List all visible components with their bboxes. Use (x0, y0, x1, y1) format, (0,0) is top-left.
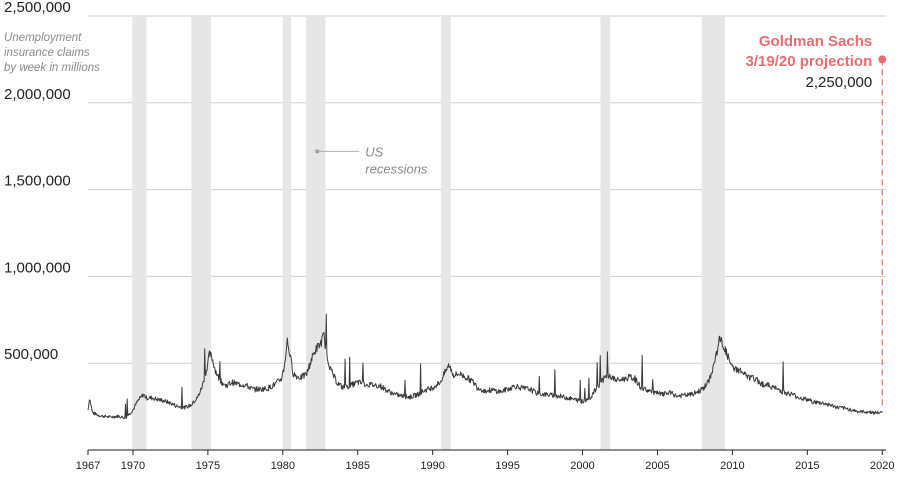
x-tick-label: 1980 (271, 460, 295, 472)
x-tick-label: 2005 (645, 460, 669, 472)
projection-label: 3/19/20 projection (746, 53, 873, 70)
recession-band (132, 16, 147, 450)
gridlines (88, 15, 886, 364)
y-axis-note-line: insurance claims (4, 47, 90, 59)
y-tick-label: 1,000,000 (4, 259, 71, 276)
projection-marker (878, 55, 887, 64)
annotations: Unemployment insurance claims by week in m… (4, 32, 887, 407)
x-tick-label: 2020 (870, 460, 894, 472)
y-tick-label: 2,500,000 (4, 0, 71, 16)
recession-label: US (365, 144, 383, 159)
x-tick-label: 1970 (121, 460, 145, 472)
recession-band (191, 16, 211, 450)
x-tick-label: 1975 (196, 460, 220, 472)
projection-label: Goldman Sachs (759, 33, 872, 50)
x-tick-label: 2015 (795, 460, 819, 472)
recession-band (282, 16, 292, 450)
recession-band (440, 16, 451, 450)
axes: 500,000 1,000,000 1,500,000 2,000,000 2,500,… (4, 0, 894, 472)
x-tick-label: 2000 (570, 460, 594, 472)
x-tick-label: 1990 (420, 460, 444, 472)
x-tick-label: 2010 (720, 460, 744, 472)
claims-series-line (87, 313, 883, 420)
y-tick-label: 1,500,000 (4, 173, 71, 190)
x-tick-label: 1967 (76, 460, 100, 472)
projection-value-label: 2,250,000 (806, 74, 873, 91)
recession-band (600, 16, 611, 450)
y-tick-label: 2,000,000 (4, 86, 71, 103)
x-tick-label: 1985 (346, 460, 370, 472)
recession-bands (132, 16, 725, 450)
y-axis-note-line: Unemployment (4, 32, 82, 44)
x-tick-label: 1995 (495, 460, 519, 472)
recession-label: recessions (365, 161, 428, 176)
recession-band (306, 16, 326, 450)
y-tick-label: 500,000 (4, 346, 58, 363)
series-layer (87, 313, 883, 420)
y-axis-note-line: by week in millions (4, 62, 100, 74)
